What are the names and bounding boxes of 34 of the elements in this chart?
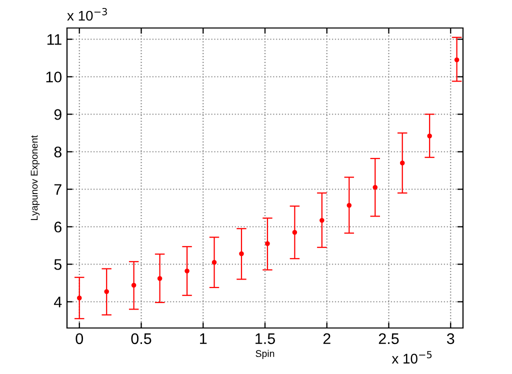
x-tick-label: 0	[76, 333, 84, 344]
y-tick-label: 7	[54, 184, 62, 195]
y-tick-label: 10	[46, 72, 62, 82]
text: x 10$^{−3}$	[67, 8, 107, 21]
point	[76, 296, 82, 300]
x-tick-label: 2	[323, 333, 330, 344]
point	[372, 184, 378, 190]
point	[346, 202, 352, 208]
y-axis-title: Lyapunov Exponent	[30, 135, 40, 220]
y-tick-label: 6	[54, 222, 62, 232]
y-tick-label: 9	[54, 109, 62, 120]
text: x 10$^{−5}$	[392, 351, 432, 364]
y-tick-label: 8	[54, 146, 62, 158]
point	[427, 134, 432, 138]
y-tick-label: 5	[54, 259, 62, 270]
point	[400, 160, 405, 166]
x-tick-label: 0.5	[131, 333, 152, 344]
point	[265, 241, 270, 246]
point	[184, 268, 190, 274]
x-tick-label: 3	[446, 333, 454, 344]
x-tick-label: 2.5	[378, 333, 399, 344]
point	[239, 251, 244, 256]
y-tick-label: 4	[54, 296, 62, 308]
point	[454, 57, 460, 62]
point	[320, 218, 324, 223]
y-tick-label: 11	[47, 34, 62, 45]
point	[131, 282, 136, 288]
point	[104, 289, 109, 294]
point	[157, 276, 162, 281]
x-axis-title: Spin	[256, 350, 274, 359]
x-tick-label: 1	[200, 333, 207, 344]
point	[212, 260, 217, 265]
x-tick-label: 1.5	[256, 333, 275, 344]
point	[292, 230, 298, 235]
